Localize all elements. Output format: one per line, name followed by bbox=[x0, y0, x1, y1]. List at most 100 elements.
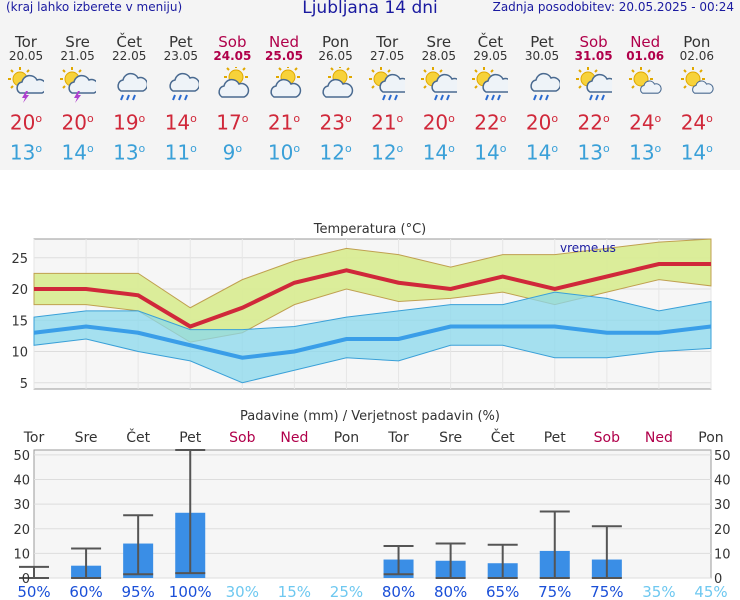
day-date: 23.05 bbox=[163, 49, 198, 63]
day-name: Sre bbox=[65, 33, 90, 51]
precipitation-probability: 25% bbox=[330, 583, 363, 600]
max-temperature: 21o bbox=[267, 110, 301, 135]
day-column: Tor 27.05 21o 12o bbox=[361, 34, 413, 165]
partly-cloudy-icon bbox=[206, 65, 258, 103]
max-temperature: 20o bbox=[422, 110, 455, 135]
precipitation-probability: 65% bbox=[486, 583, 519, 600]
partly-cloudy-icon bbox=[310, 65, 362, 103]
y-tick-label: 50 bbox=[13, 449, 30, 464]
day-column: Sre 21.05 20o 14o bbox=[52, 34, 104, 165]
day-date: 24.05 bbox=[213, 49, 252, 63]
min-temperature: 11o bbox=[164, 140, 197, 165]
temperature-chart-title: Temperatura (°C) bbox=[313, 222, 426, 237]
thunderstorm-sun-icon bbox=[52, 67, 104, 103]
y-tick-label-right: 40 bbox=[714, 474, 731, 489]
day-date: 22.05 bbox=[112, 49, 147, 63]
day-name: Sob bbox=[218, 33, 247, 51]
precipitation-probability: 100% bbox=[169, 583, 212, 600]
min-temperature: 14o bbox=[474, 140, 507, 165]
min-temperature: 14o bbox=[525, 140, 559, 165]
category-label: Sre bbox=[75, 430, 98, 446]
temperature-series-line bbox=[33, 324, 712, 360]
day-column: Čet 22.05 19o 13o bbox=[103, 34, 155, 165]
day-name: Tor bbox=[15, 33, 37, 51]
day-name: Pet bbox=[530, 33, 554, 51]
sun-rain-icon bbox=[361, 67, 413, 103]
day-date: 31.05 bbox=[574, 49, 613, 63]
day-name: Sob bbox=[579, 33, 608, 51]
forecast-panel: Ljubljana 14 dni (kraj lahko izberete v … bbox=[0, 0, 740, 170]
y-tick-label-right: 0 bbox=[714, 572, 722, 587]
day-date: 21.05 bbox=[60, 49, 95, 63]
y-tick-label: 0 bbox=[22, 572, 30, 587]
precipitation-chart-title: Padavine (mm) / Verjetnost padavin (%) bbox=[240, 409, 500, 424]
sun-rain-icon bbox=[413, 67, 465, 103]
min-temperature: 12o bbox=[371, 140, 404, 165]
day-name: Čet bbox=[477, 33, 504, 51]
max-temperature: 24o bbox=[629, 110, 662, 135]
precipitation-probability: 60% bbox=[69, 583, 102, 600]
min-temperature: 14o bbox=[422, 140, 455, 165]
rain-cloud-icon bbox=[516, 67, 568, 103]
day-column: Pon 26.05 23o 12o bbox=[310, 34, 362, 165]
category-label: Čet bbox=[126, 428, 150, 446]
precipitation-probability: 95% bbox=[121, 583, 154, 600]
page-title: Ljubljana 14 dni bbox=[302, 0, 438, 18]
category-label: Ned bbox=[645, 430, 673, 446]
partly-cloudy-icon bbox=[258, 65, 310, 103]
y-tick-label-right: 30 bbox=[714, 498, 731, 513]
y-tick-label: 15 bbox=[11, 314, 28, 329]
category-label: Sob bbox=[594, 430, 620, 446]
y-tick-label: 20 bbox=[13, 523, 30, 538]
rain-cloud-icon bbox=[155, 67, 207, 103]
max-temperature: 20o bbox=[525, 110, 559, 135]
max-temperature: 22o bbox=[474, 110, 507, 135]
max-temperature: 21o bbox=[371, 110, 404, 135]
category-label: Sob bbox=[229, 430, 255, 446]
day-date: 26.05 bbox=[318, 49, 353, 63]
day-column: Pon 02.06 24o 14o bbox=[671, 34, 723, 165]
temperature-chart: 5 10 15 20 25 Temperatura (°C) vreme.us bbox=[11, 222, 712, 392]
day-name: Ned bbox=[269, 33, 299, 51]
precipitation-chart: 0 0 10 10 20 20 30 30 40 40 50 50 Tor Sre Čet Pet Sob Ne… bbox=[13, 409, 731, 600]
min-temperature: 13o bbox=[9, 140, 43, 165]
min-temperature: 14o bbox=[680, 140, 713, 165]
max-temperature: 17o bbox=[216, 110, 249, 135]
y-tick-label: 40 bbox=[13, 474, 30, 489]
precipitation-probability: 30% bbox=[226, 583, 259, 600]
min-temperature: 13o bbox=[577, 140, 610, 165]
day-name: Ned bbox=[630, 33, 661, 51]
day-date: 30.05 bbox=[524, 49, 560, 63]
thunderstorm-sun-icon bbox=[0, 67, 52, 103]
menu-hint[interactable]: (kraj lahko izberete v meniju) bbox=[6, 0, 183, 14]
y-tick-label: 20 bbox=[11, 283, 28, 298]
day-date: 25.05 bbox=[265, 49, 303, 63]
category-label: Tor bbox=[387, 430, 409, 446]
category-label: Ned bbox=[280, 430, 308, 446]
day-column: Ned 01.06 24o 13o bbox=[619, 34, 671, 165]
y-tick-label: 30 bbox=[13, 498, 30, 513]
y-tick-label-right: 50 bbox=[714, 449, 731, 464]
watermark: vreme.us bbox=[560, 241, 616, 255]
precipitation-probability: 15% bbox=[278, 583, 311, 600]
day-date: 02.06 bbox=[679, 49, 714, 63]
last-update: Zadnja posodobitev: 20.05.2025 - 00:24 bbox=[492, 0, 734, 14]
precipitation-probability: 50% bbox=[17, 583, 50, 600]
category-label: Pon bbox=[698, 430, 723, 446]
min-temperature: 13o bbox=[113, 140, 146, 165]
sun-cloud-icon bbox=[671, 67, 723, 103]
min-temperature: 9o bbox=[222, 140, 243, 165]
day-name: Pon bbox=[321, 33, 350, 51]
day-column: Sre 28.05 20o 14o bbox=[413, 34, 465, 165]
category-label: Pet bbox=[544, 430, 567, 446]
day-date: 01.06 bbox=[626, 49, 665, 63]
category-label: Sre bbox=[439, 430, 462, 446]
day-name: Pet bbox=[168, 33, 193, 51]
max-temperature: 20o bbox=[61, 110, 94, 135]
day-column: Sob 24.05 17o 9o bbox=[206, 34, 258, 165]
y-tick-label: 10 bbox=[11, 346, 28, 361]
sun-rain-icon bbox=[568, 67, 620, 103]
max-temperature: 23o bbox=[319, 110, 352, 135]
day-date: 27.05 bbox=[370, 49, 405, 63]
precipitation-probability: 80% bbox=[382, 583, 415, 600]
